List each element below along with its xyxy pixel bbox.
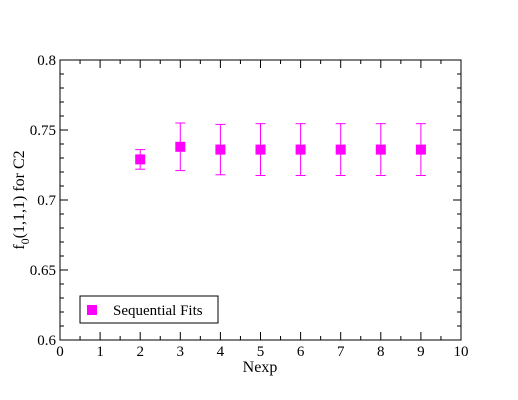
data-point — [335, 144, 346, 155]
x-tick-label: 6 — [297, 344, 305, 360]
y-axis-label-rest: (1,1,1) for C2 — [11, 150, 28, 238]
x-tick-label: 9 — [417, 344, 425, 360]
x-tick-label: 2 — [136, 344, 144, 360]
y-axis-label-sub: 0 — [18, 238, 32, 244]
data-point — [175, 141, 186, 152]
data-point — [135, 154, 146, 165]
data-point — [415, 144, 426, 155]
y-tick-label: 0.75 — [30, 123, 56, 139]
axis-tick-labels: 0 1 2 3 4 5 6 7 8 9 10 0.6 0.65 0.7 0.75 0.8 — [30, 53, 469, 360]
data-point — [215, 144, 226, 155]
data-marks — [135, 122, 426, 176]
legend-marker — [87, 305, 97, 315]
x-tick-label: 0 — [56, 344, 64, 360]
y-axis-label: f0(1,1,1) for C2 — [11, 150, 32, 249]
y-tick-label: 0.8 — [37, 53, 56, 69]
y-tick-label: 0.65 — [30, 263, 56, 279]
x-tick-label: 8 — [377, 344, 385, 360]
data-point — [255, 144, 266, 155]
x-axis-label: Nexp — [243, 359, 278, 376]
axis-ticks — [59, 59, 462, 341]
y-axis-label-base: f — [11, 244, 28, 250]
y-tick-label: 0.7 — [37, 193, 56, 209]
x-tick-label: 3 — [177, 344, 185, 360]
legend-label: Sequential Fits — [113, 303, 203, 319]
x-tick-label: 1 — [96, 344, 104, 360]
legend-box — [79, 295, 219, 324]
legend: Sequential Fits — [79, 295, 219, 324]
data-point — [375, 144, 386, 155]
x-tick-label: 7 — [337, 344, 345, 360]
data-point — [295, 144, 306, 155]
x-tick-label: 5 — [257, 344, 265, 360]
x-tick-label: 4 — [217, 344, 225, 360]
y-tick-label: 0.6 — [37, 333, 56, 349]
x-tick-label: 10 — [454, 344, 469, 360]
